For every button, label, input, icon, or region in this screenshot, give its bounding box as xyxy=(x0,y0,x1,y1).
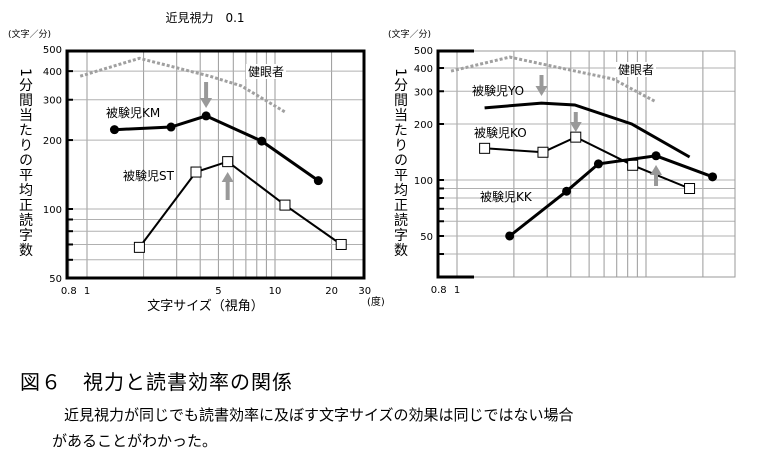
arrow-head xyxy=(569,122,582,132)
data-point-square xyxy=(684,183,696,195)
x-tick-label: 0.8 xyxy=(61,286,77,297)
data-point-circle xyxy=(201,111,211,121)
series-被験児KM: 被験児KM xyxy=(106,105,323,186)
data-point-square xyxy=(279,199,291,211)
y-tick-label: 500 xyxy=(414,46,433,57)
data-point-circle xyxy=(109,125,119,135)
data-point-square xyxy=(627,159,639,171)
y-tick-label: 300 xyxy=(414,87,433,98)
x-unit-label: (度) xyxy=(367,295,385,308)
series-label: 被験児YO xyxy=(472,83,524,98)
data-point-circle xyxy=(708,172,718,182)
data-point-circle xyxy=(562,186,572,196)
y-tick-label: 50 xyxy=(420,232,433,243)
y-tick-label: 100 xyxy=(43,205,62,216)
data-point-square xyxy=(537,146,549,158)
y-unit-label: (文字／分) xyxy=(388,28,431,40)
series-line xyxy=(79,56,288,115)
data-point-circle xyxy=(651,151,661,161)
series-label: 被験児KO xyxy=(474,125,527,140)
series-被験児KK: 被験児KK xyxy=(480,151,718,241)
plot-frame xyxy=(65,49,366,280)
series-label: 被験児KM xyxy=(106,105,160,120)
y-tick-label: 400 xyxy=(414,64,433,75)
y-axis-label: 1分間当たりの平均正読字数 xyxy=(17,68,33,258)
x-tick-label: 30 xyxy=(358,286,371,297)
data-point-circle xyxy=(257,136,267,146)
arrow-down-icon xyxy=(569,112,582,132)
y-tick-label: 200 xyxy=(43,136,62,147)
y-unit-label: (文字／分) xyxy=(8,28,51,40)
data-point-square xyxy=(335,238,347,250)
y-tick-label: 50 xyxy=(49,274,62,285)
chart-1: 50 100 200 300 400 500 0.8 1 5 10 20 30 近見視力 0.1 (文字／… xyxy=(8,10,385,314)
data-point-circle xyxy=(313,176,323,186)
arrow-head xyxy=(200,98,213,108)
x-tick-label: 5 xyxy=(215,286,221,297)
series-label: 被験児ST xyxy=(123,168,175,183)
series-被験児YO: 被験児YO xyxy=(472,83,691,159)
series-健眼者: 健眼者 xyxy=(79,56,288,115)
data-point-circle xyxy=(505,231,515,241)
y-tick-label: 300 xyxy=(43,96,62,107)
series-label-bg xyxy=(616,62,656,77)
x-tick-label: 0.8 xyxy=(431,285,447,296)
series-label: 健眼者 xyxy=(618,63,654,77)
series-被験児KO: 被験児KO xyxy=(474,125,696,195)
data-point-square xyxy=(479,142,491,154)
series-label: 被験児KK xyxy=(480,189,533,204)
x-tick-label: 1 xyxy=(454,285,460,296)
y-tick-label: 400 xyxy=(43,67,62,78)
series-line xyxy=(484,135,690,190)
series-健眼者: 健眼者 xyxy=(450,55,657,104)
y-axis-line xyxy=(436,49,474,279)
chart-2: 50 100 200 300 400 500 0.8 1 (文字／分) 1分間当たりの平均正読字数… xyxy=(388,28,736,296)
figure-caption-title: 図６ 視力と読書効率の関係 xyxy=(20,370,293,394)
series-line xyxy=(450,55,657,104)
x-tick-label: 20 xyxy=(325,286,338,297)
data-point-circle xyxy=(166,122,176,132)
chart-title: 近見視力 0.1 xyxy=(165,10,244,25)
series-line xyxy=(508,154,714,238)
series-label: 健眼者 xyxy=(248,65,284,79)
series-line xyxy=(484,101,691,159)
data-point-square xyxy=(222,156,234,168)
caption-line-1: 近見視力が同じでも読書効率に及ぼす文字サイズの効果は同じではない場合 xyxy=(64,406,574,424)
series-label-bg xyxy=(246,64,286,79)
data-point-square xyxy=(190,166,202,178)
y-tick-label: 200 xyxy=(414,120,433,131)
arrow-down-icon xyxy=(535,75,548,96)
y-tick-label: 100 xyxy=(414,176,433,187)
data-point-square xyxy=(133,241,145,253)
arrow-up-icon xyxy=(650,165,663,186)
caption-line-2: があることがわかった。 xyxy=(52,432,218,450)
arrow-head xyxy=(535,86,548,96)
arrow-head xyxy=(650,165,663,175)
data-point-square xyxy=(570,131,582,143)
x-axis-label: 文字サイズ（視角） xyxy=(147,298,264,314)
arrow-down-icon xyxy=(200,82,213,108)
x-tick-label: 1 xyxy=(84,286,90,297)
data-point-circle xyxy=(593,159,603,169)
figure-caption-body: 近見視力が同じでも読書効率に及ぼす文字サイズの効果は同じではない場合 があること… xyxy=(52,402,742,454)
series-被験児ST: 被験児ST xyxy=(123,156,347,253)
arrow-up-icon xyxy=(221,172,234,200)
arrow-head xyxy=(221,172,234,182)
y-tick-label: 500 xyxy=(43,45,62,56)
y-axis-label: 1分間当たりの平均正読字数 xyxy=(392,68,408,258)
x-tick-label: 10 xyxy=(269,286,282,297)
